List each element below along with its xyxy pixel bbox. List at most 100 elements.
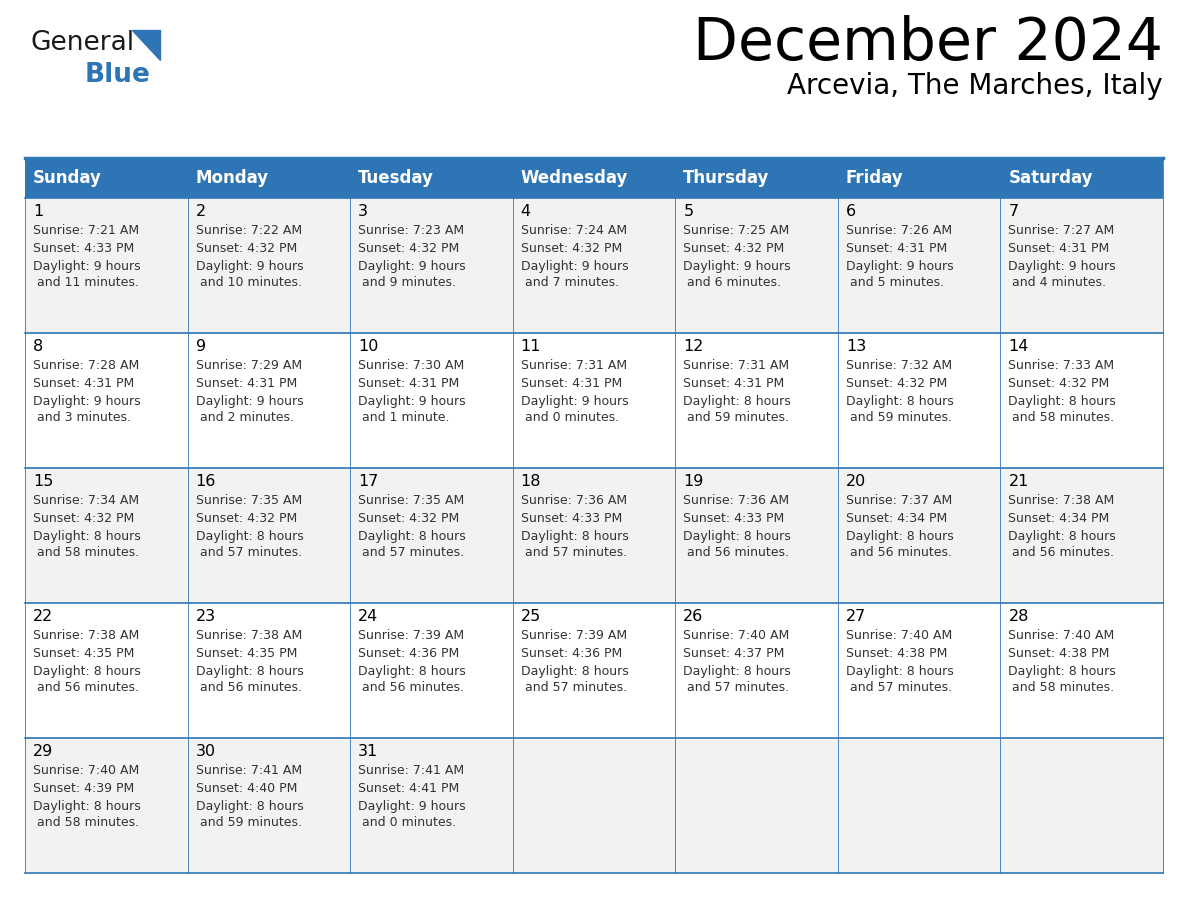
Text: Daylight: 8 hours: Daylight: 8 hours <box>196 665 303 678</box>
Text: 31: 31 <box>358 744 379 759</box>
Text: Sunset: 4:32 PM: Sunset: 4:32 PM <box>846 377 947 390</box>
Text: and 7 minutes.: and 7 minutes. <box>520 276 619 289</box>
Bar <box>513 198 675 333</box>
Text: Daylight: 8 hours: Daylight: 8 hours <box>358 665 466 678</box>
Text: Sunrise: 7:21 AM: Sunrise: 7:21 AM <box>33 224 139 237</box>
Text: Sunrise: 7:40 AM: Sunrise: 7:40 AM <box>1009 629 1114 642</box>
Bar <box>350 603 513 738</box>
Text: Daylight: 9 hours: Daylight: 9 hours <box>358 800 466 813</box>
Bar <box>350 738 513 873</box>
Bar <box>675 603 838 738</box>
Text: Daylight: 8 hours: Daylight: 8 hours <box>1009 665 1117 678</box>
Bar <box>1000 738 1163 873</box>
Text: Sunrise: 7:30 AM: Sunrise: 7:30 AM <box>358 359 465 372</box>
Text: Daylight: 8 hours: Daylight: 8 hours <box>846 530 954 543</box>
Text: and 57 minutes.: and 57 minutes. <box>520 681 627 694</box>
Text: Sunrise: 7:29 AM: Sunrise: 7:29 AM <box>196 359 302 372</box>
Bar <box>838 333 1000 468</box>
Text: Sunrise: 7:37 AM: Sunrise: 7:37 AM <box>846 494 952 507</box>
Text: Sunset: 4:31 PM: Sunset: 4:31 PM <box>683 377 784 390</box>
Text: Sunset: 4:31 PM: Sunset: 4:31 PM <box>33 377 134 390</box>
Text: Sunrise: 7:39 AM: Sunrise: 7:39 AM <box>358 629 465 642</box>
Text: Sunset: 4:41 PM: Sunset: 4:41 PM <box>358 782 460 795</box>
Text: Sunday: Sunday <box>33 169 102 187</box>
Text: Sunset: 4:36 PM: Sunset: 4:36 PM <box>358 647 460 660</box>
Text: Sunset: 4:33 PM: Sunset: 4:33 PM <box>520 512 623 525</box>
Text: and 56 minutes.: and 56 minutes. <box>1009 546 1114 559</box>
Bar <box>188 468 350 603</box>
Text: Sunset: 4:38 PM: Sunset: 4:38 PM <box>1009 647 1110 660</box>
Text: 1: 1 <box>33 204 43 219</box>
Text: 13: 13 <box>846 339 866 354</box>
Text: and 57 minutes.: and 57 minutes. <box>520 546 627 559</box>
Text: Thursday: Thursday <box>683 169 770 187</box>
Text: Daylight: 8 hours: Daylight: 8 hours <box>683 530 791 543</box>
Text: Monday: Monday <box>196 169 268 187</box>
Text: Friday: Friday <box>846 169 904 187</box>
Text: Daylight: 8 hours: Daylight: 8 hours <box>846 395 954 408</box>
Text: Sunrise: 7:33 AM: Sunrise: 7:33 AM <box>1009 359 1114 372</box>
Text: 19: 19 <box>683 474 703 489</box>
Text: and 58 minutes.: and 58 minutes. <box>1009 411 1114 424</box>
Text: 17: 17 <box>358 474 379 489</box>
Text: Daylight: 9 hours: Daylight: 9 hours <box>358 260 466 273</box>
Bar <box>513 603 675 738</box>
Text: Daylight: 8 hours: Daylight: 8 hours <box>358 530 466 543</box>
Text: and 59 minutes.: and 59 minutes. <box>196 816 302 829</box>
Text: Sunrise: 7:22 AM: Sunrise: 7:22 AM <box>196 224 302 237</box>
Text: Sunrise: 7:36 AM: Sunrise: 7:36 AM <box>683 494 789 507</box>
Text: Blue: Blue <box>86 62 151 88</box>
Text: and 58 minutes.: and 58 minutes. <box>1009 681 1114 694</box>
Text: 28: 28 <box>1009 609 1029 624</box>
Text: and 58 minutes.: and 58 minutes. <box>33 546 139 559</box>
Text: Daylight: 8 hours: Daylight: 8 hours <box>846 665 954 678</box>
Text: 11: 11 <box>520 339 542 354</box>
Bar <box>25 603 188 738</box>
Bar <box>838 158 1000 198</box>
Text: Sunset: 4:38 PM: Sunset: 4:38 PM <box>846 647 947 660</box>
Text: Daylight: 9 hours: Daylight: 9 hours <box>358 395 466 408</box>
Text: Daylight: 8 hours: Daylight: 8 hours <box>33 530 140 543</box>
Text: and 57 minutes.: and 57 minutes. <box>196 546 302 559</box>
Text: Sunrise: 7:41 AM: Sunrise: 7:41 AM <box>196 764 302 777</box>
Bar <box>188 158 350 198</box>
Text: Sunset: 4:31 PM: Sunset: 4:31 PM <box>196 377 297 390</box>
Text: Daylight: 8 hours: Daylight: 8 hours <box>520 665 628 678</box>
Bar <box>675 158 838 198</box>
Text: Sunset: 4:33 PM: Sunset: 4:33 PM <box>683 512 784 525</box>
Text: Daylight: 8 hours: Daylight: 8 hours <box>196 530 303 543</box>
Text: and 11 minutes.: and 11 minutes. <box>33 276 139 289</box>
Text: Daylight: 8 hours: Daylight: 8 hours <box>196 800 303 813</box>
Bar <box>25 158 188 198</box>
Text: Sunset: 4:33 PM: Sunset: 4:33 PM <box>33 242 134 255</box>
Text: and 56 minutes.: and 56 minutes. <box>196 681 302 694</box>
Text: Tuesday: Tuesday <box>358 169 434 187</box>
Text: 29: 29 <box>33 744 53 759</box>
Text: Sunset: 4:32 PM: Sunset: 4:32 PM <box>520 242 623 255</box>
Text: 22: 22 <box>33 609 53 624</box>
Text: 4: 4 <box>520 204 531 219</box>
Text: 23: 23 <box>196 609 216 624</box>
Text: 7: 7 <box>1009 204 1018 219</box>
Bar <box>675 198 838 333</box>
Text: and 6 minutes.: and 6 minutes. <box>683 276 782 289</box>
Text: Sunrise: 7:36 AM: Sunrise: 7:36 AM <box>520 494 627 507</box>
Text: and 4 minutes.: and 4 minutes. <box>1009 276 1106 289</box>
Text: and 0 minutes.: and 0 minutes. <box>520 411 619 424</box>
Text: Sunrise: 7:38 AM: Sunrise: 7:38 AM <box>196 629 302 642</box>
Text: Sunrise: 7:41 AM: Sunrise: 7:41 AM <box>358 764 465 777</box>
Text: Daylight: 8 hours: Daylight: 8 hours <box>683 665 791 678</box>
Bar <box>350 333 513 468</box>
Bar <box>1000 198 1163 333</box>
Bar <box>675 333 838 468</box>
Text: and 59 minutes.: and 59 minutes. <box>846 411 952 424</box>
Text: Sunset: 4:36 PM: Sunset: 4:36 PM <box>520 647 623 660</box>
Text: 27: 27 <box>846 609 866 624</box>
Bar <box>25 738 188 873</box>
Text: Sunset: 4:32 PM: Sunset: 4:32 PM <box>196 242 297 255</box>
Text: Daylight: 9 hours: Daylight: 9 hours <box>846 260 954 273</box>
Bar <box>513 333 675 468</box>
Text: Daylight: 9 hours: Daylight: 9 hours <box>683 260 791 273</box>
Text: and 56 minutes.: and 56 minutes. <box>846 546 952 559</box>
Text: Daylight: 8 hours: Daylight: 8 hours <box>33 665 140 678</box>
